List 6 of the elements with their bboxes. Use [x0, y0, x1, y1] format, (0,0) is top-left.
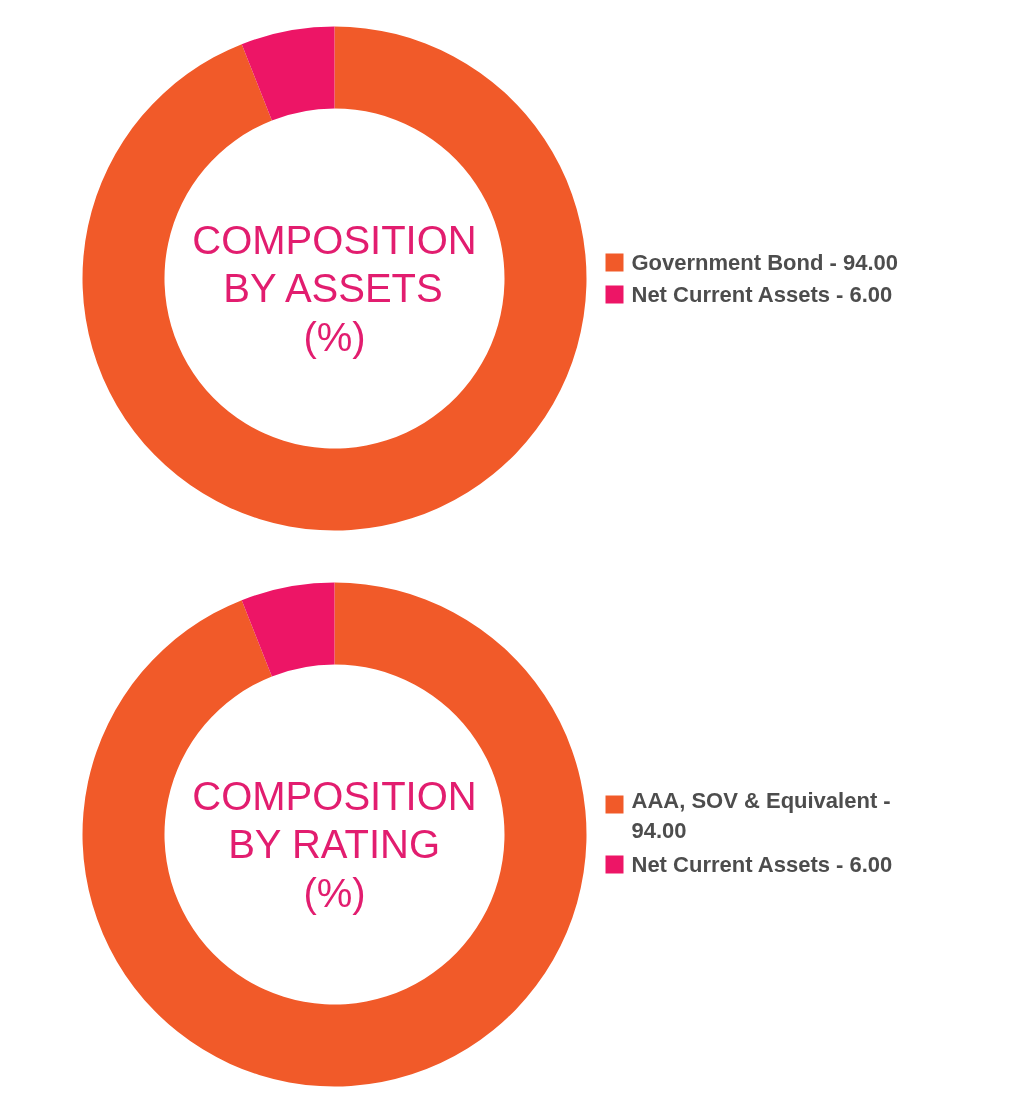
legend-label: AAA, SOV & Equivalent - 94.00 [631, 787, 891, 843]
text: COMPOSITION BY RATING (%) [192, 774, 477, 915]
legend-label: Net Current Assets - 6.00 [631, 282, 893, 307]
legend-label: Net Current Assets - 6.00 [631, 852, 893, 877]
text: COMPOSITION BY ASSETS (%) [192, 218, 477, 359]
legend-label: Government Bond - 94.00 [631, 250, 899, 275]
